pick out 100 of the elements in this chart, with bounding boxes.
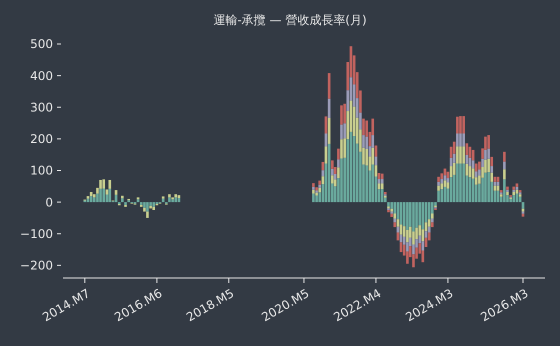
bar	[509, 198, 512, 202]
bar	[337, 159, 340, 168]
y-tick-label: 0	[45, 195, 53, 210]
bar	[312, 183, 315, 187]
bar	[462, 133, 465, 146]
bar	[456, 116, 459, 134]
bar	[462, 116, 465, 134]
y-tick-label: −100	[20, 226, 53, 241]
bar	[466, 154, 468, 164]
bar	[484, 172, 487, 202]
bar	[380, 174, 384, 180]
bar	[324, 133, 328, 146]
bar	[490, 156, 494, 166]
bar	[374, 146, 378, 157]
bar	[396, 226, 400, 232]
bar	[518, 196, 522, 202]
bar	[146, 202, 149, 212]
bar	[440, 189, 444, 202]
bar	[365, 165, 368, 202]
bar	[340, 139, 343, 158]
bar	[512, 195, 516, 202]
bar	[149, 206, 152, 208]
bar	[450, 177, 452, 202]
y-tick-label: 500	[30, 37, 53, 52]
bar	[478, 162, 481, 170]
bar	[472, 160, 474, 168]
bar	[478, 170, 481, 176]
bar	[343, 104, 346, 124]
bar	[474, 164, 478, 172]
bar	[114, 190, 118, 195]
bar	[102, 179, 106, 189]
bar	[496, 182, 500, 186]
bar	[318, 188, 321, 192]
bar	[424, 231, 428, 238]
bar	[318, 184, 321, 188]
bar	[331, 175, 334, 184]
bar	[331, 168, 334, 176]
bar	[143, 202, 146, 208]
bar	[472, 178, 474, 202]
bar	[428, 202, 431, 220]
bar	[114, 194, 118, 202]
bar	[328, 98, 330, 118]
bar	[393, 213, 396, 219]
bar	[380, 179, 384, 184]
bar	[400, 242, 402, 252]
bar	[487, 135, 490, 149]
bar	[503, 169, 506, 180]
bar	[437, 176, 440, 182]
bar	[522, 208, 524, 212]
bar	[418, 202, 422, 226]
bar	[450, 166, 452, 178]
bar	[168, 194, 171, 198]
bar	[318, 180, 321, 185]
bar	[362, 135, 365, 148]
bar	[503, 179, 506, 202]
bar	[337, 167, 340, 178]
bar	[459, 164, 462, 202]
bar	[452, 142, 456, 154]
bar	[512, 192, 516, 196]
bar	[450, 158, 452, 166]
bar	[108, 180, 112, 189]
bar	[102, 188, 106, 202]
bar	[500, 194, 502, 197]
bar	[468, 177, 472, 202]
bar	[393, 222, 396, 228]
bar	[459, 116, 462, 134]
bar	[516, 183, 518, 187]
bar	[406, 202, 409, 230]
bar	[315, 192, 318, 196]
bar	[328, 73, 330, 99]
bar	[506, 192, 509, 196]
bar	[152, 202, 156, 207]
bar	[152, 206, 156, 210]
bar	[396, 232, 400, 240]
bar	[99, 188, 102, 202]
bar	[371, 164, 374, 202]
bar	[322, 176, 324, 184]
bar	[487, 158, 490, 172]
y-tick-label: 400	[30, 68, 53, 83]
bar	[124, 202, 127, 205]
bar	[174, 197, 178, 202]
bar	[168, 197, 171, 202]
bar	[466, 164, 468, 176]
bar	[337, 148, 340, 160]
bar	[472, 150, 474, 160]
bar	[352, 136, 356, 202]
bar	[490, 166, 494, 173]
bar	[446, 182, 450, 189]
bar	[92, 197, 96, 202]
bar	[503, 152, 506, 162]
bar	[340, 105, 343, 125]
bar	[487, 172, 490, 202]
bar	[440, 183, 444, 190]
bar	[462, 146, 465, 164]
bar	[393, 218, 396, 222]
bar	[378, 183, 380, 190]
bar	[446, 178, 450, 183]
bar	[380, 189, 384, 202]
bar	[106, 189, 108, 195]
bar	[90, 192, 92, 196]
